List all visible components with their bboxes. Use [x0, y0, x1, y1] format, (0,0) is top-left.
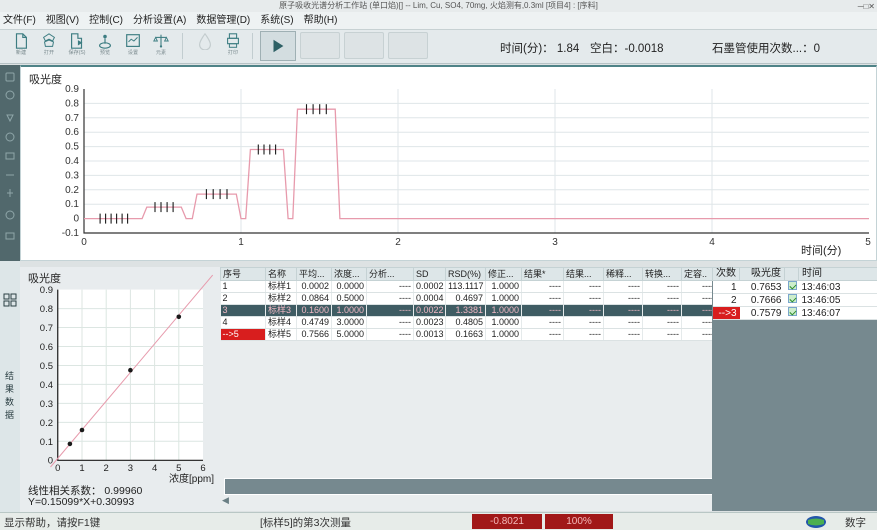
svg-text:4: 4 [709, 237, 715, 248]
svg-text:-0.1: -0.1 [62, 228, 80, 239]
svg-text:0: 0 [73, 214, 79, 225]
svg-text:0.6: 0.6 [40, 342, 53, 353]
svg-text:0.1: 0.1 [40, 437, 53, 448]
svg-text:0.5: 0.5 [40, 361, 53, 372]
svg-text:0.2: 0.2 [65, 185, 79, 196]
svg-text:0.6: 0.6 [65, 127, 79, 138]
svg-text:0.8: 0.8 [65, 98, 79, 109]
svg-text:2: 2 [104, 463, 109, 474]
svg-text:1: 1 [238, 237, 244, 248]
svg-text:0.4: 0.4 [65, 156, 79, 167]
svg-text:0.9: 0.9 [40, 285, 53, 296]
svg-text:0.7: 0.7 [40, 323, 53, 334]
svg-text:0.1: 0.1 [65, 199, 79, 210]
svg-text:0.5: 0.5 [65, 142, 79, 153]
svg-text:0.3: 0.3 [40, 399, 53, 410]
svg-text:0.2: 0.2 [40, 418, 53, 429]
svg-text:4: 4 [152, 463, 157, 474]
svg-text:0.3: 0.3 [65, 170, 79, 181]
svg-text:2: 2 [395, 237, 401, 248]
svg-text:5: 5 [865, 237, 871, 248]
svg-text:0.7: 0.7 [65, 113, 79, 124]
svg-text:1: 1 [79, 463, 84, 474]
svg-text:0: 0 [81, 237, 87, 248]
svg-text:0.8: 0.8 [40, 304, 53, 315]
svg-text:3: 3 [552, 237, 558, 248]
svg-text:0.9: 0.9 [65, 84, 79, 95]
svg-text:0.4: 0.4 [40, 380, 53, 391]
svg-text:0: 0 [55, 463, 60, 474]
svg-text:3: 3 [128, 463, 133, 474]
